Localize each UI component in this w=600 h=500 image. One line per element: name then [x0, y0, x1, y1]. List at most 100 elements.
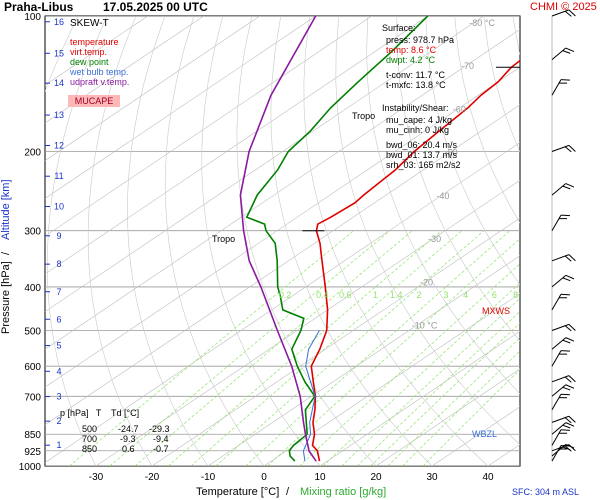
isotherm-line [319, 330, 520, 466]
wind-barb-flag [560, 393, 570, 396]
surface-temp: temp: 8.6 °C [386, 45, 437, 55]
dry-adiabat [303, 16, 489, 466]
dry-adiabat [512, 16, 520, 56]
wind-barb [551, 393, 570, 411]
wind-barb-flag [562, 185, 571, 190]
srh-03: srh_03: 165 m2/s2 [386, 160, 461, 170]
isotherm-label: -60 [453, 104, 466, 114]
bwd-06: bwd_06: 20.4 m/s [386, 140, 458, 150]
wind-barb-flag [568, 375, 576, 383]
wind-barb [551, 384, 575, 397]
x-tick-label: -30 [89, 472, 104, 483]
wind-barb-flag [564, 417, 572, 424]
mu-cape: mu_cape: 4 J/kg [386, 115, 453, 125]
isotherm-label: -50 [445, 148, 458, 158]
wind-barb [551, 293, 570, 311]
mixing-ratio-line [167, 230, 442, 466]
wind-barb [551, 444, 576, 452]
y-tick-label: 700 [24, 392, 41, 403]
wind-barb-staff [551, 294, 562, 311]
isotherm-label: -40 [436, 191, 449, 201]
isotherm-line [45, 104, 520, 426]
x-tick-label: -20 [145, 472, 160, 483]
wind-barb [551, 429, 570, 446]
x-axis-title: Temperature [°C] [196, 486, 280, 498]
plot-area [44, 15, 521, 467]
wind-barb [551, 375, 576, 383]
mixing-ratio-label: 2 [416, 290, 421, 300]
mixing-ratio-line [356, 311, 520, 466]
wind-barb-staff [551, 274, 567, 288]
wind-barb-flag [558, 82, 568, 84]
isotherm-line [45, 28, 520, 350]
wind-barb-flag [560, 79, 570, 81]
wind-barb [551, 422, 575, 435]
surface-dwpt: dwpt: 4.2 °C [386, 55, 436, 65]
data-series [239, 16, 520, 462]
mixing-ratio-label: 0.2 [279, 290, 292, 300]
station-name: Praha-Libus [4, 0, 74, 14]
wind-barb-flag [568, 9, 576, 17]
wind-barb-flag [564, 255, 572, 262]
bwd-01: bwd_01: 13.7 m/s [386, 150, 458, 160]
x-tick-label: 30 [426, 472, 438, 483]
isotherm-line [207, 255, 520, 466]
isotherm-label: -20 [420, 277, 433, 287]
wind-barb-staff [551, 429, 562, 446]
y-tick-label: 850 [24, 430, 41, 441]
mixing-ratio-line [190, 230, 463, 466]
mixing-ratio-line [402, 350, 520, 466]
wind-barb-staff [551, 415, 570, 423]
mixing-ratio-label: 0.4 [316, 290, 329, 300]
dry-adiabat [201, 16, 321, 466]
dry-adiabat [571, 16, 600, 466]
legend-virt-temp: virt.temp. [70, 47, 108, 57]
wind-barb-flag [562, 50, 571, 54]
surface-tconv: t-conv: 11.7 °C [386, 70, 445, 80]
y-tick-label: 1000 [19, 462, 42, 473]
wind-barb-staff [551, 337, 567, 350]
isotherm-label: -30 [428, 234, 441, 244]
x-tick-label: -10 [201, 472, 216, 483]
altitude-tick-label: 6 [56, 314, 61, 324]
x-tick-label: 40 [482, 472, 494, 483]
wind-barb-staff [551, 79, 562, 96]
wind-barb-flag [565, 274, 575, 280]
wind-barb-flag [558, 397, 568, 399]
mixing-ratio-line [68, 230, 355, 466]
wind-barb-flag [560, 429, 570, 431]
mixing-ratio-line [299, 263, 520, 466]
mixing-ratio-label: 6 [492, 290, 497, 300]
wind-barb-flag [560, 293, 570, 296]
mu-cinh: mu_cinh: 0 J/kg [386, 125, 450, 135]
isotherm-label: -10 °C [412, 321, 438, 331]
wind-barb-flag [568, 254, 576, 262]
legend-updraft: udpraft v.temp. [70, 77, 130, 87]
altitude-tick-label: 11 [54, 171, 63, 181]
y-axis-title: Pressure [hPa] [0, 261, 12, 334]
dry-adiabat [366, 16, 520, 395]
series-udpraft-v-temp [239, 16, 317, 462]
wind-barb-staff [551, 144, 570, 152]
wind-barb-flag [565, 183, 575, 188]
wind-barb-staff [551, 254, 570, 262]
legend-dew-point: dew point [70, 57, 109, 67]
wind-barb-flag [558, 218, 568, 220]
level-row-850-p: 850 [82, 444, 98, 454]
surface-title: Surface: [382, 23, 416, 33]
mixing-ratio-label: 8 [513, 290, 518, 300]
isotherm-line [45, 16, 316, 199]
wind-barb-flag [565, 422, 575, 427]
altitude-tick-label: 15 [54, 48, 64, 58]
series-wet-bulb-temp [302, 330, 320, 462]
dry-adiabat [127, 16, 209, 466]
y-tick-label: 600 [24, 362, 41, 373]
altitude-tick-label: 4 [56, 366, 61, 376]
altitude-tick-label: 16 [54, 17, 64, 27]
y-tick-label: 925 [24, 447, 41, 458]
isotherm-line [45, 66, 520, 388]
isotherm-line [375, 368, 520, 466]
wind-barb-staff [551, 214, 562, 231]
wind-barb-flag [560, 214, 570, 217]
wind-barb-flag [562, 386, 571, 391]
